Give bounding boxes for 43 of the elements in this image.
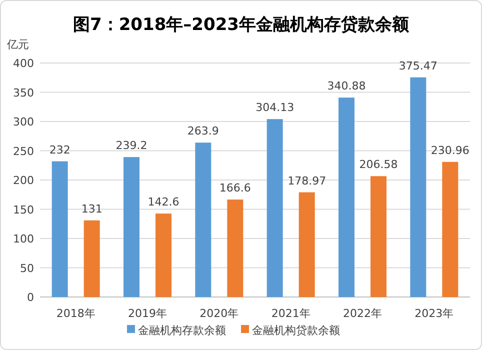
data-label: 166.6 (219, 182, 251, 195)
bar (52, 161, 68, 297)
x-tick-label: 2019年 (128, 307, 167, 320)
y-tick-label: 150 (13, 203, 34, 216)
bar (442, 162, 458, 297)
bar (370, 176, 386, 297)
x-tick-label: 2020年 (200, 307, 239, 320)
chart-title: 图7：2018年–2023年金融机构存贷款余额 (73, 15, 410, 35)
bar (338, 98, 354, 297)
data-label: 304.13 (256, 101, 294, 114)
bar (298, 192, 315, 297)
x-tick-label: 2018年 (56, 307, 96, 320)
data-label: 230.96 (430, 144, 470, 157)
y-tick-label: 400 (13, 57, 34, 70)
data-label: 178.97 (288, 174, 326, 188)
bar (227, 200, 244, 297)
bar (266, 119, 283, 297)
data-label: 131 (81, 202, 102, 216)
bar (156, 214, 172, 297)
bar (410, 77, 426, 297)
y-tick-label: 100 (13, 232, 34, 246)
x-tick-label: 2021年 (271, 307, 310, 320)
bar (124, 157, 140, 297)
legend-label: 金融机构贷款余额 (252, 324, 340, 337)
y-tick-label: 300 (13, 116, 34, 128)
bar (84, 220, 100, 297)
bar (195, 142, 212, 297)
data-label: 142.6 (148, 196, 180, 209)
legend-label: 金融机构存款余额 (138, 324, 226, 337)
y-tick-label: 350 (13, 86, 34, 100)
y-tick-label: 50 (20, 262, 34, 275)
data-label: 232 (49, 143, 70, 156)
data-label: 239.2 (116, 139, 148, 152)
y-tick-label: 250 (13, 144, 34, 158)
y-tick-label: 0 (27, 291, 34, 304)
y-axis-title: 亿元 (6, 38, 29, 51)
data-label: 375.47 (398, 59, 438, 72)
y-tick-label: 200 (13, 174, 34, 187)
x-tick-label: 2022年 (343, 307, 382, 320)
data-label: 263.9 (187, 124, 219, 138)
data-label: 206.58 (359, 158, 398, 172)
data-label: 340.88 (327, 80, 366, 93)
x-tick-label: 2023年 (414, 307, 454, 320)
